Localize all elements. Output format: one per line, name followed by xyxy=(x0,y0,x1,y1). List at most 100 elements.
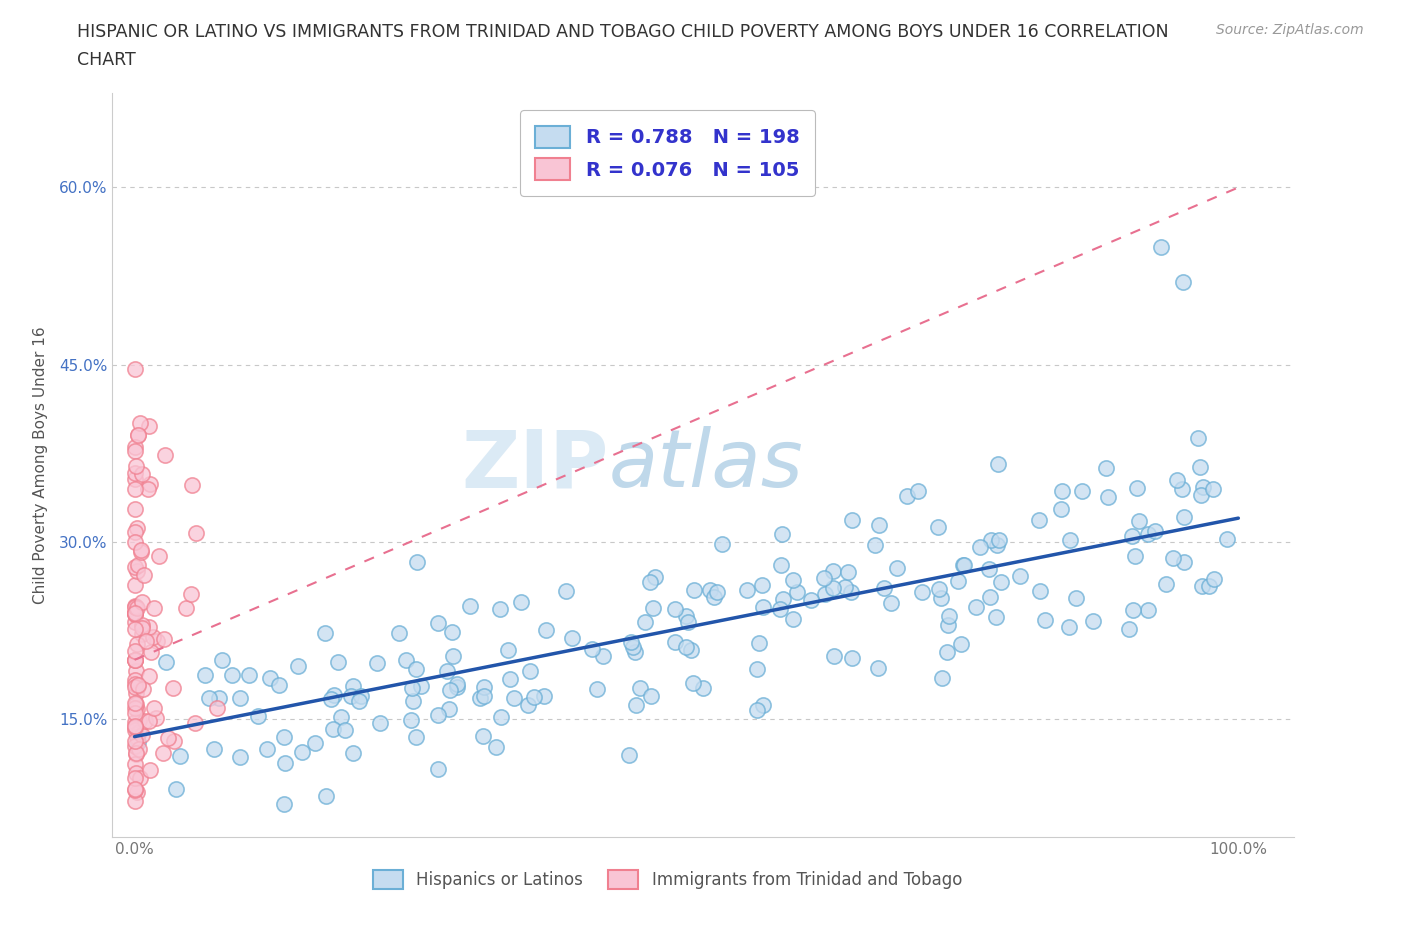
Point xyxy=(928,582,950,597)
Point xyxy=(124,747,146,762)
Point xyxy=(291,745,314,760)
Point xyxy=(125,636,148,651)
Point xyxy=(496,643,519,658)
Point xyxy=(131,466,153,481)
Point xyxy=(747,635,769,650)
Point xyxy=(426,708,449,723)
Point xyxy=(124,770,146,785)
Point xyxy=(405,729,427,744)
Point xyxy=(624,644,647,659)
Point xyxy=(949,636,972,651)
Point xyxy=(441,625,464,640)
Point xyxy=(131,594,153,609)
Point xyxy=(745,662,768,677)
Point xyxy=(124,605,146,620)
Point xyxy=(180,586,202,601)
Point xyxy=(125,766,148,781)
Point xyxy=(751,599,773,614)
Point xyxy=(586,682,609,697)
Point xyxy=(124,705,146,720)
Point xyxy=(395,653,418,668)
Point xyxy=(446,680,468,695)
Point xyxy=(1118,621,1140,636)
Point xyxy=(124,560,146,575)
Point xyxy=(124,598,146,613)
Point xyxy=(124,700,146,715)
Point xyxy=(624,698,647,712)
Point xyxy=(664,634,686,649)
Point xyxy=(839,585,862,600)
Point xyxy=(127,427,149,442)
Point xyxy=(561,631,583,645)
Point xyxy=(124,793,146,808)
Point xyxy=(427,616,450,631)
Point xyxy=(208,690,231,705)
Point xyxy=(952,558,974,573)
Y-axis label: Child Poverty Among Boys Under 16: Child Poverty Among Boys Under 16 xyxy=(32,326,48,604)
Point xyxy=(152,745,174,760)
Point xyxy=(127,735,149,750)
Point xyxy=(124,615,146,630)
Point xyxy=(124,578,146,592)
Point xyxy=(536,623,558,638)
Point xyxy=(837,565,859,579)
Point xyxy=(129,416,152,431)
Point xyxy=(969,539,991,554)
Point xyxy=(124,607,146,622)
Point xyxy=(782,573,804,588)
Point xyxy=(340,688,363,703)
Point xyxy=(125,730,148,745)
Point xyxy=(132,682,155,697)
Point xyxy=(472,688,495,703)
Point xyxy=(127,601,149,616)
Point xyxy=(402,694,425,709)
Point xyxy=(737,583,759,598)
Point xyxy=(911,584,934,599)
Point xyxy=(516,698,538,712)
Point xyxy=(128,724,150,739)
Point xyxy=(221,668,243,683)
Point xyxy=(675,640,697,655)
Point xyxy=(124,720,146,735)
Point xyxy=(987,457,1010,472)
Point xyxy=(703,590,725,604)
Point xyxy=(229,690,252,705)
Point xyxy=(439,701,461,716)
Point xyxy=(489,602,512,617)
Point xyxy=(405,661,427,676)
Point xyxy=(519,664,541,679)
Point xyxy=(169,748,191,763)
Point xyxy=(706,585,728,600)
Point xyxy=(124,600,146,615)
Point xyxy=(768,602,790,617)
Point xyxy=(138,668,160,683)
Point xyxy=(485,739,508,754)
Point xyxy=(124,696,146,711)
Point xyxy=(644,569,666,584)
Point xyxy=(162,681,184,696)
Point xyxy=(406,554,429,569)
Point xyxy=(823,648,845,663)
Point xyxy=(319,692,342,707)
Point xyxy=(554,584,576,599)
Point xyxy=(1121,528,1143,543)
Point xyxy=(153,447,176,462)
Point xyxy=(124,465,146,480)
Point xyxy=(821,564,844,578)
Point xyxy=(1097,489,1119,504)
Point xyxy=(131,620,153,635)
Point xyxy=(350,688,373,703)
Point xyxy=(751,578,773,592)
Point xyxy=(471,729,494,744)
Point xyxy=(621,640,644,655)
Point xyxy=(953,557,976,572)
Point xyxy=(1095,461,1118,476)
Point xyxy=(368,716,391,731)
Point xyxy=(273,729,295,744)
Point xyxy=(273,797,295,812)
Point xyxy=(1161,551,1184,566)
Point xyxy=(165,782,187,797)
Point xyxy=(503,691,526,706)
Point xyxy=(174,600,197,615)
Point xyxy=(986,610,1008,625)
